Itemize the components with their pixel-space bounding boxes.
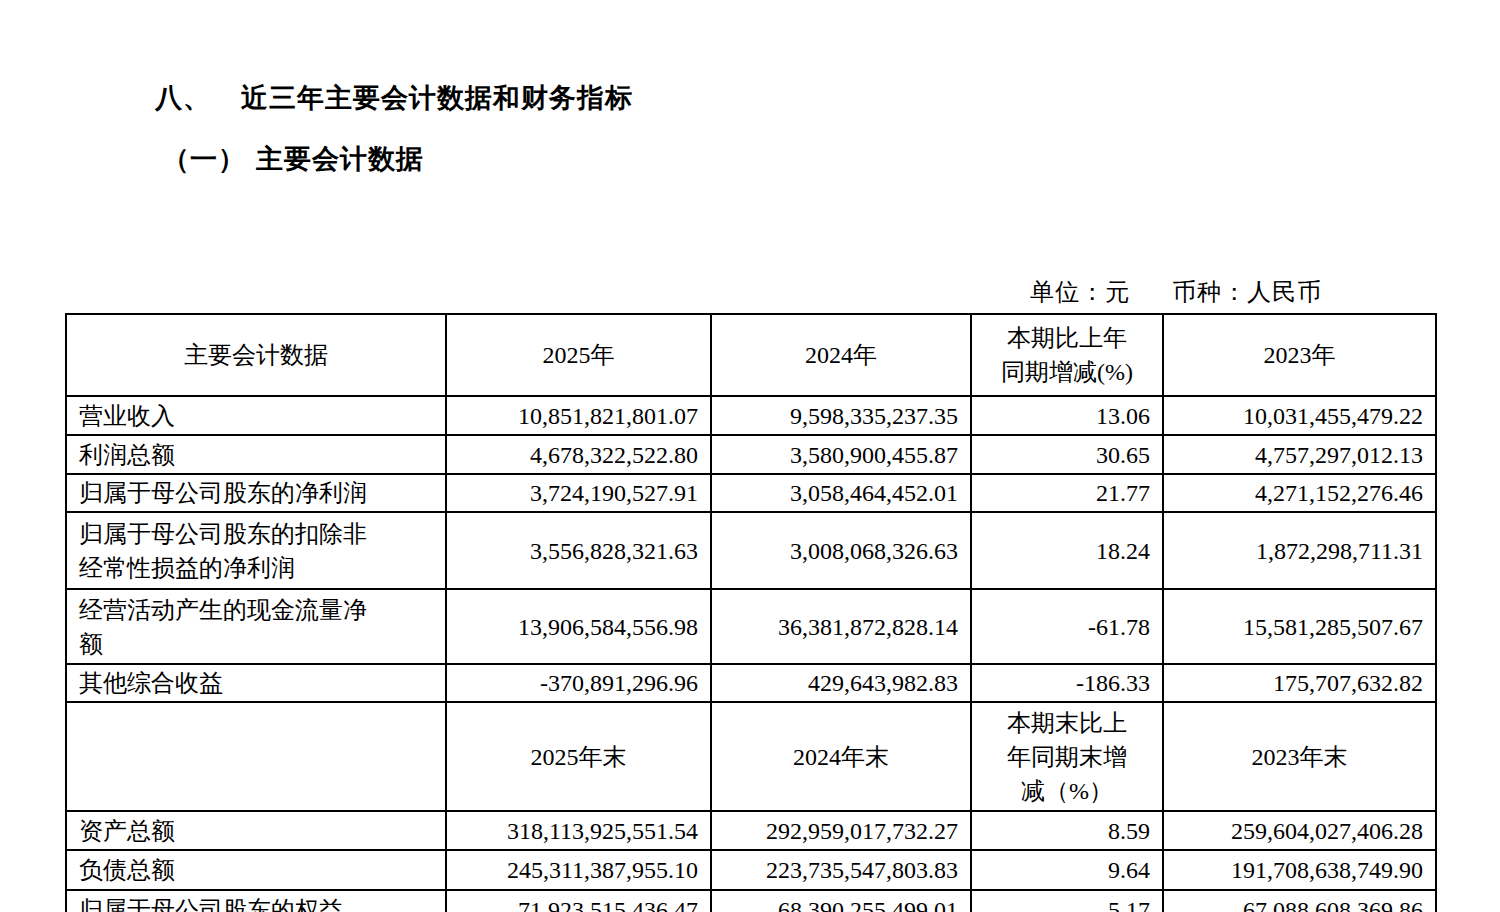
table-row: 营业收入 10,851,821,801.07 9,598,335,237.35 …	[66, 396, 1436, 435]
cell-2024: 3,580,900,455.87	[711, 435, 971, 474]
endpoint-header-row: 2025年末 2024年末 本期末比上 年同期末增 减（%） 2023年末	[66, 702, 1436, 811]
row-label: 归属于母公司股东的净利润	[66, 474, 446, 512]
cell-2023: 191,708,638,749.90	[1163, 850, 1436, 890]
subsection-number: （一）	[162, 144, 246, 174]
cell-2025: 245,311,387,955.10	[446, 850, 711, 890]
cell-change: 9.64	[971, 850, 1163, 890]
cell-change: 8.59	[971, 811, 1163, 850]
subsection-title: 主要会计数据	[256, 144, 424, 174]
table-row: 利润总额 4,678,322,522.80 3,580,900,455.87 3…	[66, 435, 1436, 474]
table-row: 负债总额 245,311,387,955.10 223,735,547,803.…	[66, 850, 1436, 890]
row-label: 其他综合收益	[66, 664, 446, 702]
header-2024: 2024年	[711, 314, 971, 396]
header-label: 主要会计数据	[66, 314, 446, 396]
header-2025: 2025年	[446, 314, 711, 396]
cell-2024: 429,643,982.83	[711, 664, 971, 702]
cell-change: 30.65	[971, 435, 1163, 474]
cell-2024: 68,390,255,499.01	[711, 890, 971, 912]
cell-2025: 71,923,515,436.47	[446, 890, 711, 912]
cell-2023: 10,031,455,479.22	[1163, 396, 1436, 435]
cell-2024: 3,008,068,326.63	[711, 512, 971, 589]
cell-2023: 15,581,285,507.67	[1163, 589, 1436, 664]
cell-2025: 13,906,584,556.98	[446, 589, 711, 664]
row-label: 归属于母公司股东的扣除非 经常性损益的净利润	[66, 512, 446, 589]
cell-change: 21.77	[971, 474, 1163, 512]
header-2025-end: 2025年末	[446, 702, 711, 811]
cell-2023: 259,604,027,406.28	[1163, 811, 1436, 850]
cell-2024: 223,735,547,803.83	[711, 850, 971, 890]
section-title: 近三年主要会计数据和财务指标	[241, 83, 633, 113]
section-number: 八、	[155, 83, 211, 113]
accounting-data-table: 主要会计数据 2025年 2024年 本期比上年 同期增减(%) 2023年 营…	[65, 313, 1437, 912]
table-row: 其他综合收益 -370,891,296.96 429,643,982.83 -1…	[66, 664, 1436, 702]
row-label: 利润总额	[66, 435, 446, 474]
cell-2025: 4,678,322,522.80	[446, 435, 711, 474]
cell-change: 5.17	[971, 890, 1163, 912]
cell-change: 13.06	[971, 396, 1163, 435]
row-label: 归属于母公司股东的权益	[66, 890, 446, 912]
table-row: 归属于母公司股东的扣除非 经常性损益的净利润 3,556,828,321.63 …	[66, 512, 1436, 589]
row-label: 营业收入	[66, 396, 446, 435]
cell-2025: 318,113,925,551.54	[446, 811, 711, 850]
header-change: 本期比上年 同期增减(%)	[971, 314, 1163, 396]
cell-2025: 3,724,190,527.91	[446, 474, 711, 512]
table-row: 资产总额 318,113,925,551.54 292,959,017,732.…	[66, 811, 1436, 850]
header-label	[66, 702, 446, 811]
unit-label: 单位：元	[1030, 279, 1130, 305]
cell-2025: -370,891,296.96	[446, 664, 711, 702]
cell-2025: 10,851,821,801.07	[446, 396, 711, 435]
cell-2023: 4,271,152,276.46	[1163, 474, 1436, 512]
table-row: 归属于母公司股东的权益 71,923,515,436.47 68,390,255…	[66, 890, 1436, 912]
row-label: 负债总额	[66, 850, 446, 890]
row-label: 资产总额	[66, 811, 446, 850]
row-label: 经营活动产生的现金流量净 额	[66, 589, 446, 664]
cell-2025: 3,556,828,321.63	[446, 512, 711, 589]
section-heading: 八、近三年主要会计数据和财务指标	[155, 83, 1500, 113]
cell-change: 18.24	[971, 512, 1163, 589]
cell-2024: 3,058,464,452.01	[711, 474, 971, 512]
period-header-row: 主要会计数据 2025年 2024年 本期比上年 同期增减(%) 2023年	[66, 314, 1436, 396]
table-row: 归属于母公司股东的净利润 3,724,190,527.91 3,058,464,…	[66, 474, 1436, 512]
cell-2023: 4,757,297,012.13	[1163, 435, 1436, 474]
cell-2024: 292,959,017,732.27	[711, 811, 971, 850]
header-2023: 2023年	[1163, 314, 1436, 396]
cell-2023: 67,088,608,369.86	[1163, 890, 1436, 912]
cell-2023: 1,872,298,711.31	[1163, 512, 1436, 589]
subsection-heading: （一） 主要会计数据	[162, 144, 1500, 174]
table-row: 经营活动产生的现金流量净 额 13,906,584,556.98 36,381,…	[66, 589, 1436, 664]
cell-2024: 9,598,335,237.35	[711, 396, 971, 435]
document-page: 八、近三年主要会计数据和财务指标 （一） 主要会计数据 单位：元 币种：人民币 主要…	[0, 83, 1500, 912]
cell-2024: 36,381,872,828.14	[711, 589, 971, 664]
header-change-end: 本期末比上 年同期末增 减（%）	[971, 702, 1163, 811]
header-2023-end: 2023年末	[1163, 702, 1436, 811]
cell-change: -61.78	[971, 589, 1163, 664]
cell-2023: 175,707,632.82	[1163, 664, 1436, 702]
cell-change: -186.33	[971, 664, 1163, 702]
header-2024-end: 2024年末	[711, 702, 971, 811]
unit-currency-line: 单位：元 币种：人民币	[1030, 278, 1322, 306]
currency-label: 币种：人民币	[1172, 279, 1322, 305]
